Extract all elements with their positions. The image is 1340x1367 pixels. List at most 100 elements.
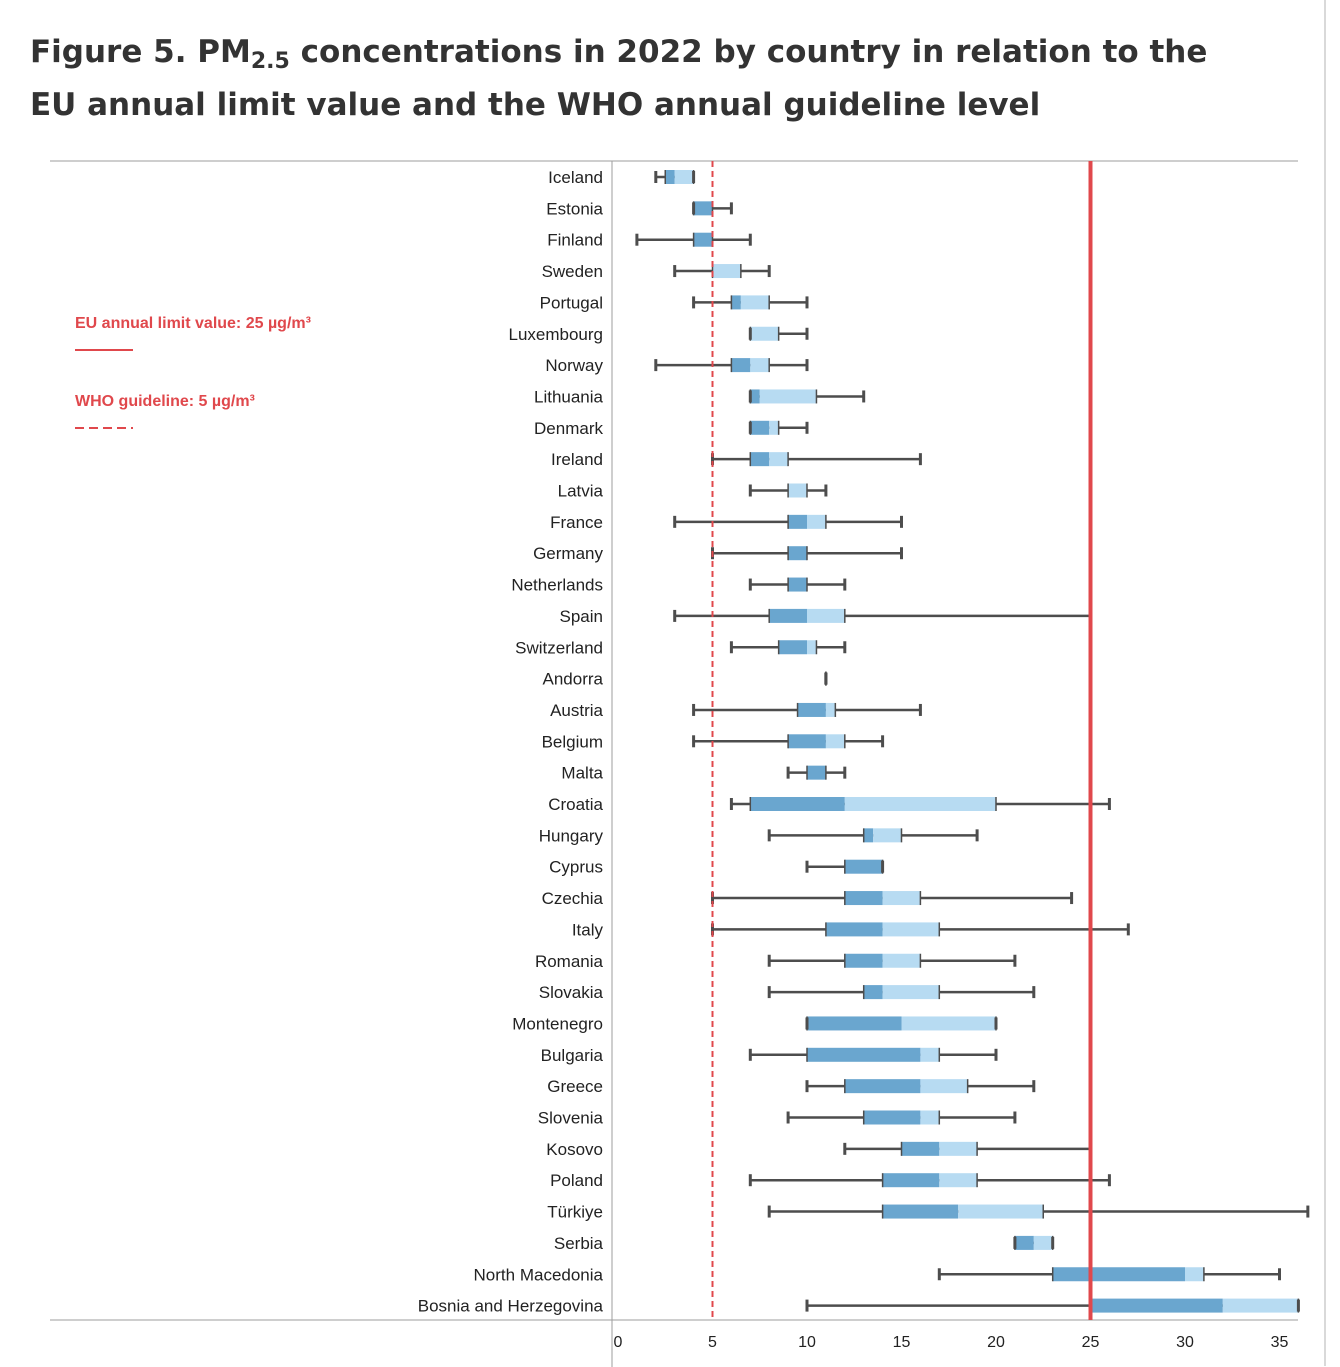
upper-box bbox=[882, 891, 921, 906]
box-finland bbox=[635, 232, 752, 247]
upper-box bbox=[759, 389, 817, 404]
box-slovakia bbox=[767, 985, 1036, 1000]
country-label: Switzerland bbox=[515, 638, 603, 657]
box-norway bbox=[654, 358, 809, 373]
country-label: Croatia bbox=[548, 795, 603, 814]
upper-box bbox=[873, 828, 902, 843]
country-label: Spain bbox=[560, 607, 603, 626]
lower-box bbox=[844, 859, 883, 874]
country-label: Greece bbox=[547, 1077, 603, 1096]
country-label: Slovenia bbox=[538, 1109, 604, 1128]
x-tick-label: 10 bbox=[798, 1334, 816, 1351]
lower-box bbox=[788, 577, 807, 592]
lower-box bbox=[807, 1016, 902, 1031]
box-denmark bbox=[748, 420, 809, 435]
lower-box bbox=[750, 389, 760, 404]
lower-box bbox=[750, 797, 845, 811]
upper-box bbox=[712, 264, 741, 279]
box-north-macedonia bbox=[937, 1267, 1281, 1282]
country-label: Latvia bbox=[558, 482, 604, 501]
legend: EU annual limit value: 25 µg/m³ WHO guide… bbox=[75, 315, 311, 429]
reference-lines bbox=[711, 161, 1093, 1320]
box-cyprus bbox=[805, 859, 885, 874]
lower-box bbox=[731, 295, 741, 310]
lower-box bbox=[750, 420, 770, 435]
country-label: Denmark bbox=[534, 419, 603, 438]
box-lithuania bbox=[748, 389, 866, 404]
lower-box bbox=[731, 358, 751, 373]
country-label: Iceland bbox=[548, 168, 603, 187]
box-france bbox=[673, 514, 903, 529]
country-label: Finland bbox=[547, 231, 603, 250]
country-label: Ireland bbox=[551, 450, 603, 469]
box-czechia bbox=[711, 891, 1074, 906]
country-labels: Iceland Estonia Finland Sweden Portugal Luxem… bbox=[418, 168, 604, 1316]
country-label: Andorra bbox=[543, 670, 604, 689]
box-austria bbox=[692, 702, 922, 717]
lower-box bbox=[788, 734, 826, 749]
lower-box bbox=[788, 546, 807, 561]
box-croatia bbox=[729, 797, 1111, 811]
country-label: Romania bbox=[535, 952, 604, 971]
box-iceland bbox=[654, 170, 696, 184]
box-malta bbox=[786, 765, 847, 780]
lower-box bbox=[863, 1110, 921, 1125]
upper-box bbox=[920, 1079, 968, 1094]
upper-box bbox=[901, 1016, 996, 1031]
country-label: Belgium bbox=[542, 732, 603, 751]
upper-box bbox=[882, 922, 940, 937]
upper-box bbox=[769, 452, 789, 467]
country-label: Malta bbox=[561, 764, 603, 783]
lower-box bbox=[693, 201, 713, 216]
box-italy bbox=[711, 922, 1130, 937]
box-serbia bbox=[1013, 1235, 1055, 1250]
x-tick-label: 30 bbox=[1176, 1334, 1194, 1351]
upper-box bbox=[788, 483, 807, 498]
lower-box bbox=[750, 452, 770, 467]
lower-box bbox=[769, 608, 807, 623]
lower-box bbox=[807, 1047, 921, 1062]
box-luxembourg bbox=[748, 326, 809, 341]
upper-box bbox=[1222, 1298, 1299, 1313]
country-label: Hungary bbox=[539, 826, 604, 845]
upper-box bbox=[769, 420, 779, 435]
country-label: Türkiye bbox=[547, 1203, 603, 1222]
lower-box bbox=[844, 953, 883, 968]
lower-box bbox=[665, 170, 675, 184]
upper-box bbox=[882, 985, 940, 1000]
box-portugal bbox=[692, 295, 809, 310]
country-label: Kosovo bbox=[546, 1140, 603, 1159]
lower-box bbox=[844, 1079, 921, 1094]
country-label: Lithuania bbox=[534, 387, 604, 406]
figure-frame bbox=[8, 0, 1326, 1366]
lower-box bbox=[797, 702, 826, 717]
upper-box bbox=[740, 295, 770, 310]
country-label: Norway bbox=[545, 356, 603, 375]
country-label: Netherlands bbox=[511, 576, 603, 595]
chart-title: Figure 5. PM2.5 concentrations in 2022 b… bbox=[30, 26, 1260, 132]
box-spain bbox=[673, 608, 1092, 623]
upper-box bbox=[844, 797, 996, 811]
country-label: Cyprus bbox=[549, 858, 603, 877]
x-tick-label: 25 bbox=[1082, 1334, 1100, 1351]
legend-label: EU annual limit value: 25 µg/m³ bbox=[75, 315, 311, 332]
box-romania bbox=[767, 953, 1017, 968]
upper-box bbox=[920, 1110, 940, 1125]
country-label: Portugal bbox=[540, 293, 603, 312]
box-switzerland bbox=[729, 640, 847, 655]
box-latvia bbox=[748, 483, 828, 498]
lower-box bbox=[1052, 1267, 1185, 1282]
upper-box bbox=[958, 1204, 1044, 1219]
title-subscript: 2.5 bbox=[250, 49, 290, 74]
country-label: Austria bbox=[550, 701, 603, 720]
box-greece bbox=[805, 1079, 1036, 1094]
lower-box bbox=[778, 640, 807, 655]
country-label: Luxembourg bbox=[508, 325, 603, 344]
x-tick-label: 0 bbox=[614, 1334, 623, 1351]
x-tick-label: 20 bbox=[987, 1334, 1005, 1351]
box-montenegro bbox=[805, 1016, 998, 1031]
country-label: Montenegro bbox=[512, 1014, 603, 1033]
box-slovenia bbox=[786, 1110, 1017, 1125]
upper-box bbox=[807, 514, 826, 529]
